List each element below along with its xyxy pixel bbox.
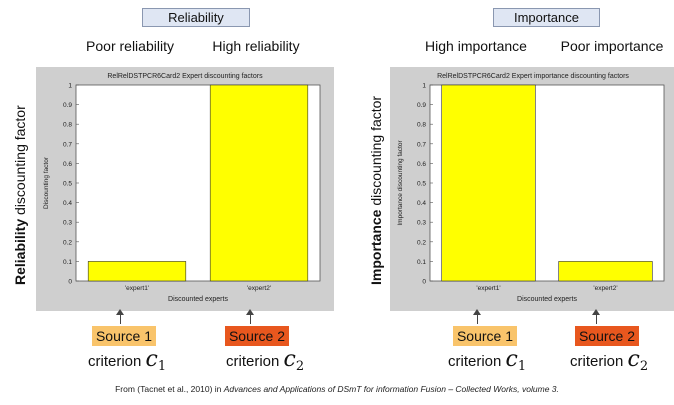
- arrow-line-left-2: [250, 314, 251, 324]
- x-tick-label: 'expert2': [593, 285, 617, 292]
- poor-reliability-label: Poor reliability: [86, 38, 174, 54]
- reliability-header: Reliability: [142, 8, 250, 27]
- y-tick-label: 0.1: [417, 259, 426, 266]
- y-tick-label: 0.6: [63, 161, 72, 168]
- importance-chart-panel: RelRelDSTPCR6Card2 Expert importance dis…: [390, 67, 674, 311]
- citation-prefix: From (Tacnet et al., 2010) in: [115, 384, 224, 394]
- source-2-box-right: Source 2: [575, 326, 639, 346]
- criterion-word: criterion: [448, 353, 502, 370]
- criterion-c1-right: criterion c1: [448, 347, 526, 374]
- y-tick-label: 0.7: [63, 141, 72, 148]
- reliability-axis-title-rest: discounting factor: [12, 105, 28, 219]
- importance-axis-title-bold: Importance: [368, 209, 384, 285]
- citation-footer: From (Tacnet et al., 2010) in Advances a…: [0, 384, 674, 394]
- reliability-axis-title: Reliability discounting factor: [12, 105, 28, 285]
- y-tick-label: 0.4: [417, 200, 426, 207]
- reliability-chart-panel: RelRelDSTPCR6Card2 Expert discounting fa…: [36, 67, 334, 311]
- source-2-box-left: Source 2: [225, 326, 289, 346]
- source-1-box-left: Source 1: [92, 326, 156, 346]
- criterion-word: criterion: [570, 353, 624, 370]
- importance-axis-title: Importance discounting factor: [368, 96, 384, 285]
- y-tick-label: 0.3: [417, 220, 426, 227]
- chart-title: RelRelDSTPCR6Card2 Expert discounting fa…: [107, 73, 263, 80]
- x-tick-label: 'expert1': [125, 285, 149, 292]
- y-tick-label: 0.2: [63, 239, 72, 246]
- y-tick-label: 0.5: [63, 181, 72, 188]
- y-tick-label: 0.8: [417, 122, 426, 129]
- x-axis-label: Discounted experts: [168, 296, 228, 303]
- x-axis-label: Discounted experts: [517, 296, 577, 303]
- bar-1: [441, 84, 536, 282]
- y-tick-label: 0.3: [63, 220, 72, 227]
- y-tick-label: 1: [68, 83, 72, 90]
- y-axis-label: Discounting factor: [43, 156, 50, 209]
- y-tick-label: 1: [422, 83, 426, 90]
- y-tick-label: 0: [68, 279, 72, 286]
- criterion-subscript: 2: [639, 359, 649, 374]
- arrow-head-right-1: [473, 309, 481, 315]
- criterion-symbol: c: [283, 347, 296, 372]
- criterion-word: criterion: [226, 353, 280, 370]
- y-tick-label: 0: [422, 279, 426, 286]
- bar-2: [558, 261, 653, 282]
- y-tick-label: 0.6: [417, 161, 426, 168]
- high-importance-label: High importance: [425, 38, 527, 54]
- criterion-subscript: 1: [157, 359, 167, 374]
- importance-chart: RelRelDSTPCR6Card2 Expert importance dis…: [397, 73, 665, 303]
- reliability-chart: RelRelDSTPCR6Card2 Expert discounting fa…: [43, 73, 321, 303]
- criterion-c1-left: criterion c1: [88, 347, 166, 374]
- y-tick-label: 0.5: [417, 181, 426, 188]
- arrow-line-right-1: [477, 314, 478, 324]
- criterion-subscript: 2: [295, 359, 305, 374]
- arrow-line-right-2: [596, 314, 597, 324]
- y-tick-label: 0.8: [63, 122, 72, 129]
- poor-importance-label: Poor importance: [560, 38, 664, 54]
- criterion-symbol: c: [505, 347, 518, 372]
- y-tick-label: 0.9: [63, 102, 72, 109]
- y-tick-label: 0.2: [417, 239, 426, 246]
- arrow-head-left-2: [246, 309, 254, 315]
- y-tick-label: 0.7: [417, 141, 426, 148]
- criterion-subscript: 1: [517, 359, 527, 374]
- bar-2: [209, 84, 309, 282]
- y-tick-label: 0.9: [417, 102, 426, 109]
- arrow-head-left-1: [116, 309, 124, 315]
- reliability-axis-title-bold: Reliability: [12, 218, 28, 285]
- x-tick-label: 'expert2': [247, 285, 271, 292]
- arrow-line-left-1: [120, 314, 121, 324]
- importance-axis-title-rest: discounting factor: [368, 95, 384, 210]
- importance-header: Importance: [493, 8, 600, 27]
- bar-1: [87, 261, 187, 282]
- citation-title: Advances and Applications of DSmT for in…: [223, 384, 559, 394]
- criterion-c2-right: criterion c2: [570, 347, 648, 374]
- chart-title: RelRelDSTPCR6Card2 Expert importance dis…: [437, 73, 629, 80]
- criterion-symbol: c: [145, 347, 158, 372]
- high-reliability-label: High reliability: [212, 38, 300, 54]
- arrow-head-right-2: [592, 309, 600, 315]
- criterion-symbol: c: [627, 347, 640, 372]
- y-tick-label: 0.1: [63, 259, 72, 266]
- x-tick-label: 'expert1': [476, 285, 500, 292]
- criterion-c2-left: criterion c2: [226, 347, 304, 374]
- source-1-box-right: Source 1: [453, 326, 517, 346]
- y-tick-label: 0.4: [63, 200, 72, 207]
- criterion-word: criterion: [88, 353, 142, 370]
- y-axis-label: Importance discounting factor: [397, 140, 404, 226]
